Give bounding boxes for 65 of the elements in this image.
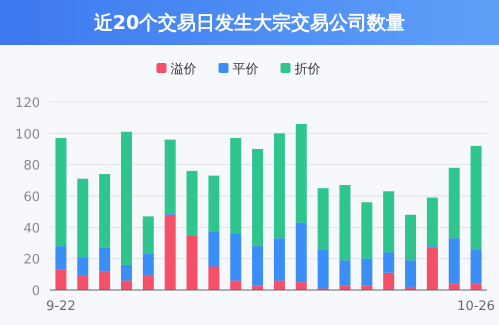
bar	[142, 276, 154, 290]
bar	[252, 149, 264, 246]
legend-label: 平价	[232, 62, 258, 77]
bar	[470, 146, 482, 250]
bar	[186, 170, 198, 236]
bar	[318, 249, 329, 288]
bar	[120, 280, 132, 290]
x-tick-label: 9-22	[46, 299, 76, 314]
bar	[77, 257, 88, 276]
bar	[208, 232, 220, 266]
bar	[230, 280, 242, 290]
bar	[55, 138, 66, 246]
bar	[405, 260, 416, 287]
bar	[448, 284, 460, 290]
bar	[426, 248, 438, 290]
bar	[405, 214, 416, 260]
bar	[339, 260, 350, 286]
bar	[383, 252, 394, 273]
bar	[383, 191, 394, 252]
bar	[274, 133, 285, 238]
bar	[55, 246, 66, 270]
bar	[296, 124, 307, 223]
bar	[99, 271, 110, 290]
x-tick-label: 10-26	[457, 299, 495, 314]
bar	[77, 178, 88, 258]
bar	[318, 188, 329, 250]
y-tick-label: 60	[23, 190, 40, 205]
y-tick-label: 20	[23, 252, 40, 268]
y-tick-label: 0	[32, 284, 40, 299]
bar	[274, 238, 285, 281]
y-tick-label: 100	[15, 127, 40, 142]
bar	[55, 270, 66, 290]
bar	[164, 140, 176, 214]
bar	[296, 222, 307, 282]
y-tick-label: 80	[23, 158, 40, 174]
bar	[448, 238, 460, 284]
bar	[99, 174, 110, 248]
bar	[448, 168, 460, 238]
bar	[99, 248, 110, 272]
bar	[274, 280, 285, 290]
legend-label: 溢价	[170, 62, 196, 77]
bar	[208, 176, 220, 232]
bar	[120, 264, 132, 281]
bar	[361, 202, 372, 259]
bar	[186, 235, 198, 290]
bar	[142, 216, 154, 254]
bar	[296, 282, 307, 290]
bar	[252, 246, 264, 286]
bar	[426, 198, 438, 246]
bar	[470, 249, 482, 284]
bar	[230, 234, 242, 281]
bar	[208, 266, 220, 290]
bar	[383, 272, 394, 290]
chart-title: 近20个交易日发生大宗交易公司数量	[92, 12, 406, 34]
bar	[339, 185, 350, 260]
y-tick-label: 120	[15, 96, 40, 111]
legend-label: 折价	[294, 62, 320, 77]
bar	[230, 138, 242, 234]
bar	[164, 214, 176, 290]
y-tick-label: 40	[23, 221, 40, 236]
bar	[361, 258, 372, 286]
bar	[470, 284, 482, 290]
bar	[77, 276, 88, 290]
bar	[142, 254, 154, 276]
bar	[120, 132, 132, 265]
